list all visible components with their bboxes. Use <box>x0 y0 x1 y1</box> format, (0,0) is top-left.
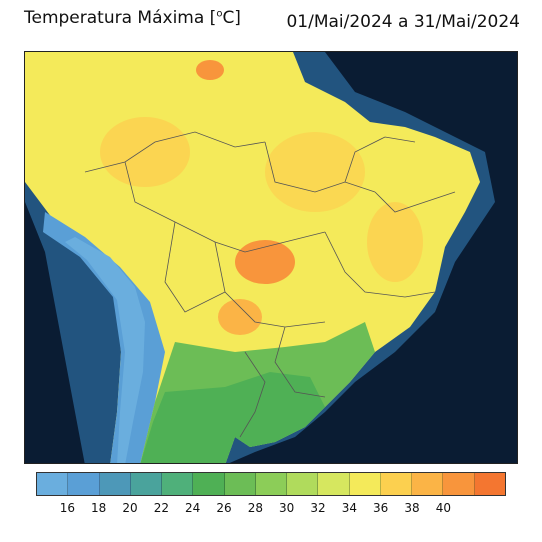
color-scale-label: 30 <box>279 501 295 515</box>
border-line <box>214 241 326 328</box>
color-scale-segment <box>99 473 131 495</box>
color-scale-segment <box>255 473 288 495</box>
color-scale-label: 26 <box>216 501 232 515</box>
border-line <box>374 191 456 213</box>
color-scale-segment <box>287 473 319 495</box>
color-scale-segment <box>349 473 381 495</box>
warm-zone-north <box>265 132 365 212</box>
political-borders <box>84 131 456 438</box>
map-title-text: Temperatura Máxima [ <box>24 8 217 28</box>
color-scale-segment <box>193 473 225 495</box>
hotter-core-west <box>100 117 190 187</box>
color-scale-label: 22 <box>153 501 169 515</box>
color-scale-label: 16 <box>59 501 75 515</box>
south-region-cool <box>140 372 325 463</box>
color-scale-label: 18 <box>91 501 107 515</box>
color-scale-label: 24 <box>185 501 201 515</box>
temperature-map <box>24 51 518 464</box>
color-scale-label: 38 <box>404 501 420 515</box>
map-title-unit: C] <box>222 8 241 28</box>
period-label: 01/Mai/2024 a 31/Mai/2024 <box>286 12 520 32</box>
border-line <box>84 131 266 173</box>
border-line <box>264 141 376 193</box>
border-line <box>344 136 416 183</box>
color-scale-label: 32 <box>310 501 326 515</box>
degree-symbol: o <box>216 8 223 20</box>
color-scale-segment <box>68 473 100 495</box>
color-scale-bar <box>36 472 506 496</box>
border-line <box>274 326 326 398</box>
color-scale-segment <box>224 473 256 495</box>
color-scale-labels: 16 18 20 22 24 26 28 30 32 34 36 38 40 <box>36 501 506 517</box>
color-scale-segment <box>380 473 413 495</box>
color-scale-segment <box>412 473 444 495</box>
color-scale-label: 36 <box>373 501 389 515</box>
andes-light-band <box>65 237 145 463</box>
color-scale-segment <box>130 473 163 495</box>
map-canvas <box>25 52 517 463</box>
border-line <box>324 231 436 298</box>
map-title: Temperatura Máxima [oC] <box>24 8 241 28</box>
color-scale-segment <box>37 473 69 495</box>
border-line <box>164 221 226 313</box>
color-scale-segment <box>474 473 505 495</box>
color-scale-label: 20 <box>122 501 138 515</box>
border-line <box>239 351 266 438</box>
color-scale-label: 34 <box>341 501 357 515</box>
color-scale-label: 40 <box>435 501 451 515</box>
hotter-core-northeast <box>367 202 423 282</box>
color-scale-segment <box>318 473 350 495</box>
hot-core-north <box>196 60 224 80</box>
hot-core-southwest <box>218 299 262 335</box>
color-scale-segment <box>162 473 194 495</box>
color-scale-segment <box>443 473 475 495</box>
color-scale-label: 28 <box>247 501 263 515</box>
